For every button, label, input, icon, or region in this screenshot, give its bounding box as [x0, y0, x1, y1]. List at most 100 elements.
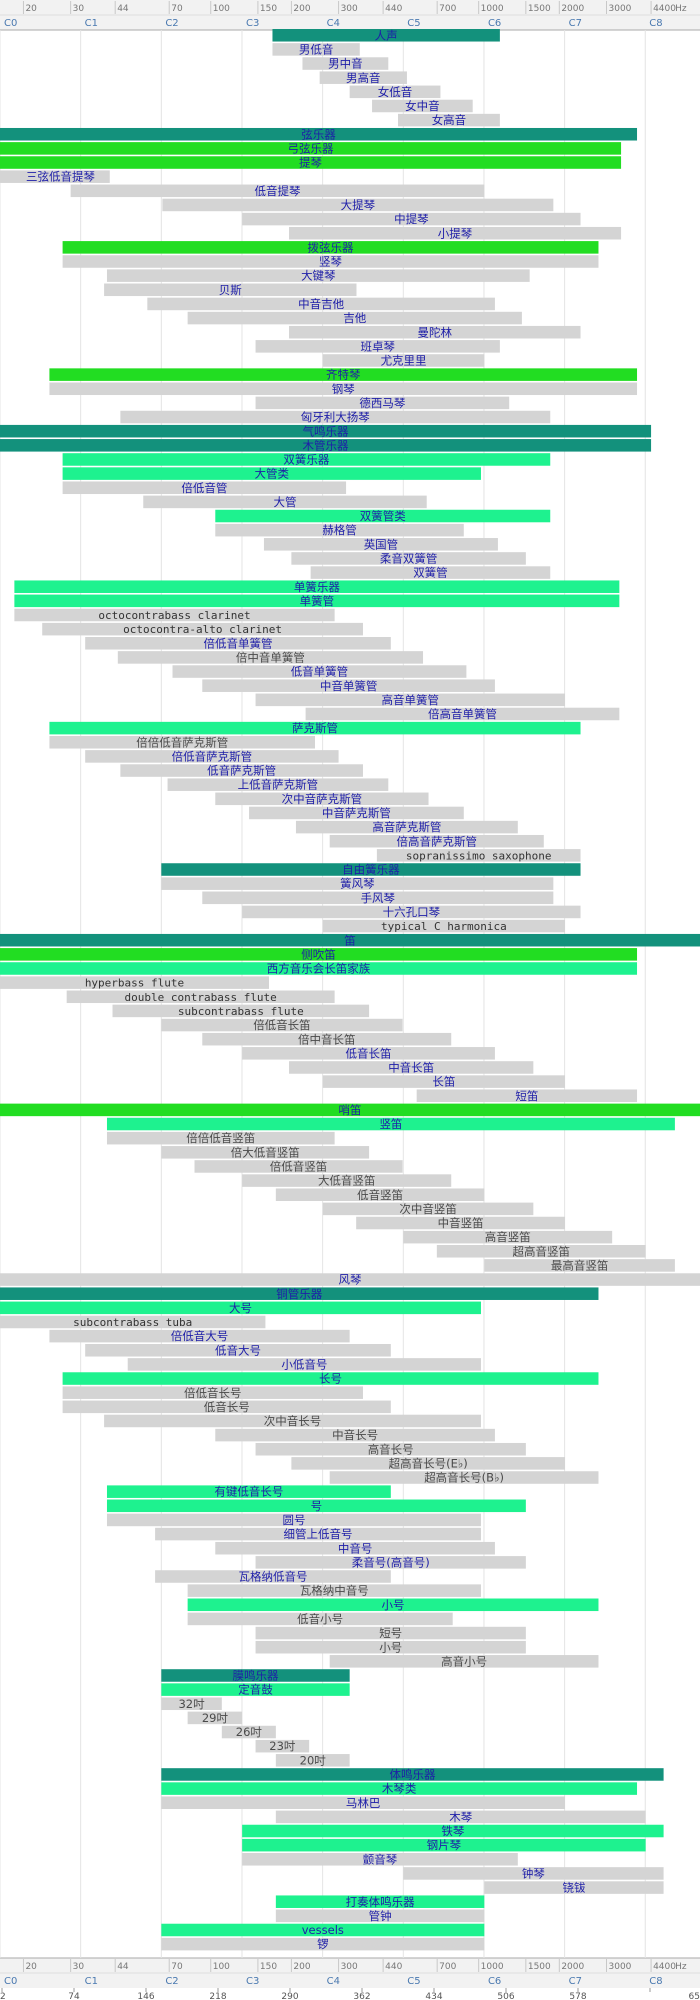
bar-label: subcontrabass tuba	[73, 1316, 192, 1329]
freq-tick-label: 440	[385, 1962, 402, 1972]
bar-label: 低音长笛	[346, 1046, 392, 1060]
bar	[0, 439, 652, 452]
bar	[106, 1485, 391, 1498]
bar-label: 柔音号(高音号)	[352, 1555, 430, 1569]
bar	[0, 127, 638, 141]
bar	[106, 1513, 481, 1527]
bar-label: octocontrabass clarinet	[98, 609, 250, 622]
bar	[322, 919, 565, 933]
bar	[62, 453, 551, 466]
note-tick-label: C5	[407, 1976, 420, 1987]
bar-label: 长号	[319, 1372, 342, 1386]
bar-label: 吉他	[343, 311, 366, 325]
bar-label: 倍低音单簧管	[204, 636, 273, 650]
bar-label: 竖笛	[379, 1117, 402, 1131]
bar-label: 男高音	[346, 71, 381, 85]
bar-label: 体鸣乐器	[389, 1768, 435, 1782]
bar-label: 23吋	[269, 1739, 296, 1753]
bar	[0, 424, 652, 438]
bar	[255, 1626, 526, 1640]
bottom-tick-label: 506	[497, 1992, 514, 2000]
bar	[255, 1442, 526, 1456]
bar	[215, 1428, 495, 1442]
bar-label: 柔音双簧管	[380, 552, 438, 566]
bar-label: 高音小号	[441, 1654, 487, 1668]
bar	[62, 1400, 391, 1414]
bar-label: 尤克里里	[381, 354, 427, 368]
bar	[112, 1004, 370, 1018]
bar-label: 铜管乐器	[276, 1287, 322, 1301]
bar-label: 有键低音长号	[214, 1485, 283, 1499]
bar	[275, 1895, 485, 1908]
bar-label: 钢琴	[332, 382, 355, 396]
bar	[416, 1089, 638, 1103]
bar	[106, 1117, 675, 1131]
freq-tick-label: 200	[293, 1962, 310, 1972]
bar-label: 风琴	[339, 1273, 362, 1287]
bar-label: 次中音长号	[264, 1414, 322, 1428]
bar	[49, 1329, 350, 1343]
bar	[49, 735, 315, 749]
bar-label: 女低音	[378, 85, 413, 99]
bar-label: 高音竖笛	[485, 1230, 531, 1244]
bar-label: 曼陀林	[418, 325, 453, 339]
bar-label: hyperbass flute	[85, 977, 184, 990]
bar-label: 十六孔口琴	[383, 905, 441, 919]
bar-label: 上低音萨克斯管	[238, 778, 319, 792]
bar	[215, 1541, 495, 1555]
bottom-tick-label: 74	[68, 1992, 80, 2000]
bar	[0, 156, 622, 169]
bottom-tick-label: 146	[137, 1992, 154, 2000]
bar-label: 超高音长号(B♭)	[424, 1471, 504, 1485]
bar-label: 倍低音长号	[184, 1386, 242, 1400]
bar-label: 倍中音单簧管	[236, 650, 305, 664]
bar-label: 男低音	[299, 42, 334, 56]
bar	[161, 863, 581, 876]
bottom-tick-label: 65	[689, 1992, 700, 2000]
bar	[62, 255, 599, 268]
bar-label: 颤音琴	[363, 1852, 398, 1866]
bar	[0, 976, 269, 989]
bar	[263, 538, 498, 551]
bar	[329, 834, 544, 848]
freq-tick-label: 200	[293, 4, 310, 14]
bar	[14, 594, 620, 608]
bar	[291, 1457, 565, 1470]
bar	[484, 1259, 675, 1272]
bar	[104, 283, 357, 297]
bar	[305, 707, 620, 721]
bar	[161, 1796, 565, 1810]
bar	[202, 1032, 452, 1046]
note-tick-label: C3	[246, 1976, 259, 1987]
freq-tick-label: 30	[73, 1962, 85, 1972]
bar	[349, 85, 441, 99]
note-tick-label: C5	[407, 18, 420, 29]
bar	[155, 1527, 481, 1541]
bar-label: 西方音乐会长笛家族	[267, 962, 371, 976]
bar-label: typical C harmonica	[381, 920, 507, 933]
freq-tick-label: 1000	[481, 4, 504, 14]
bar-label: 定音鼓	[238, 1683, 273, 1697]
bottom-tick-label: 290	[281, 1992, 298, 2000]
bar-label: 大低音竖笛	[318, 1174, 376, 1188]
bar-label: 中音竖笛	[438, 1216, 484, 1230]
bar	[167, 778, 389, 791]
freq-tick-label: 20	[25, 1962, 37, 1972]
note-tick-label: C8	[649, 1976, 662, 1987]
bar-label: 瓦格纳中音号	[300, 1584, 369, 1598]
bar	[14, 608, 335, 622]
bar	[155, 1570, 391, 1583]
bar-label: 铙钹	[562, 1881, 585, 1895]
bar	[242, 905, 581, 919]
bar-label: 次中音竖笛	[399, 1202, 457, 1216]
freq-tick-label: 70	[171, 4, 183, 14]
bar	[117, 651, 424, 664]
bar-label: 大管类	[255, 467, 290, 481]
freq-tick-label: 1000	[481, 1962, 504, 1972]
bar	[275, 1754, 350, 1767]
bar-label: 膜鸣乐器	[232, 1669, 278, 1683]
bar-label: 贝斯	[219, 283, 242, 297]
bar	[242, 1047, 495, 1060]
bar	[242, 1838, 646, 1852]
